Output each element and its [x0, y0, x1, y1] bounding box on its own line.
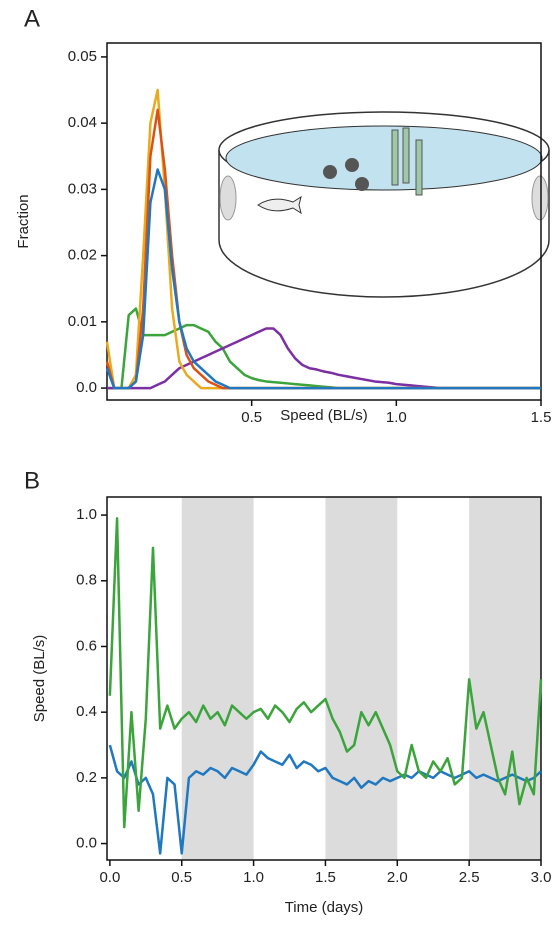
x-tick-label: 1.0	[386, 409, 407, 426]
x-tick-label: 0.5	[241, 409, 262, 426]
y-tick-label: 0.01	[68, 313, 97, 330]
dark-period	[325, 497, 398, 860]
panel-label: B	[24, 467, 40, 494]
panel-label: A	[24, 5, 40, 32]
x-tick-label: 3.0	[531, 869, 552, 886]
data-line	[105, 168, 541, 390]
x-tick-label: 1.5	[531, 409, 552, 426]
x-tick-label: 1.0	[243, 869, 264, 886]
x-tick-label: 1.5	[315, 869, 336, 886]
plot-frame	[106, 42, 542, 401]
data-line	[107, 327, 541, 390]
x-axis-label: Speed (BL/s)	[280, 407, 368, 424]
y-tick-label: 0.8	[76, 572, 97, 589]
y-tick-label: 1.0	[76, 506, 97, 523]
data-line	[108, 517, 543, 829]
dish-illustration	[218, 111, 550, 298]
y-tick-label: 0.2	[76, 769, 97, 786]
dark-period	[181, 497, 254, 860]
y-tick-label: 0.03	[68, 180, 97, 197]
y-axis-label: Fraction	[15, 194, 32, 248]
x-axis-label: Time (days)	[285, 899, 364, 916]
y-tick-label: 0.05	[68, 48, 97, 65]
y-tick-label: 0.0	[76, 379, 97, 396]
x-tick-label: 0.0	[99, 869, 120, 886]
x-tick-label: 2.5	[459, 869, 480, 886]
y-tick-label: 0.4	[76, 703, 97, 720]
data-line	[108, 744, 542, 855]
plot-frame	[106, 496, 542, 861]
y-tick-label: 0.0	[76, 835, 97, 852]
y-axis-label: Speed (BL/s)	[31, 635, 48, 723]
y-tick-label: 0.02	[68, 247, 97, 264]
y-tick-label: 0.6	[76, 637, 97, 654]
x-tick-label: 0.5	[171, 869, 192, 886]
x-tick-label: 2.0	[387, 869, 408, 886]
y-tick-label: 0.04	[68, 114, 97, 131]
dark-period	[469, 497, 541, 860]
